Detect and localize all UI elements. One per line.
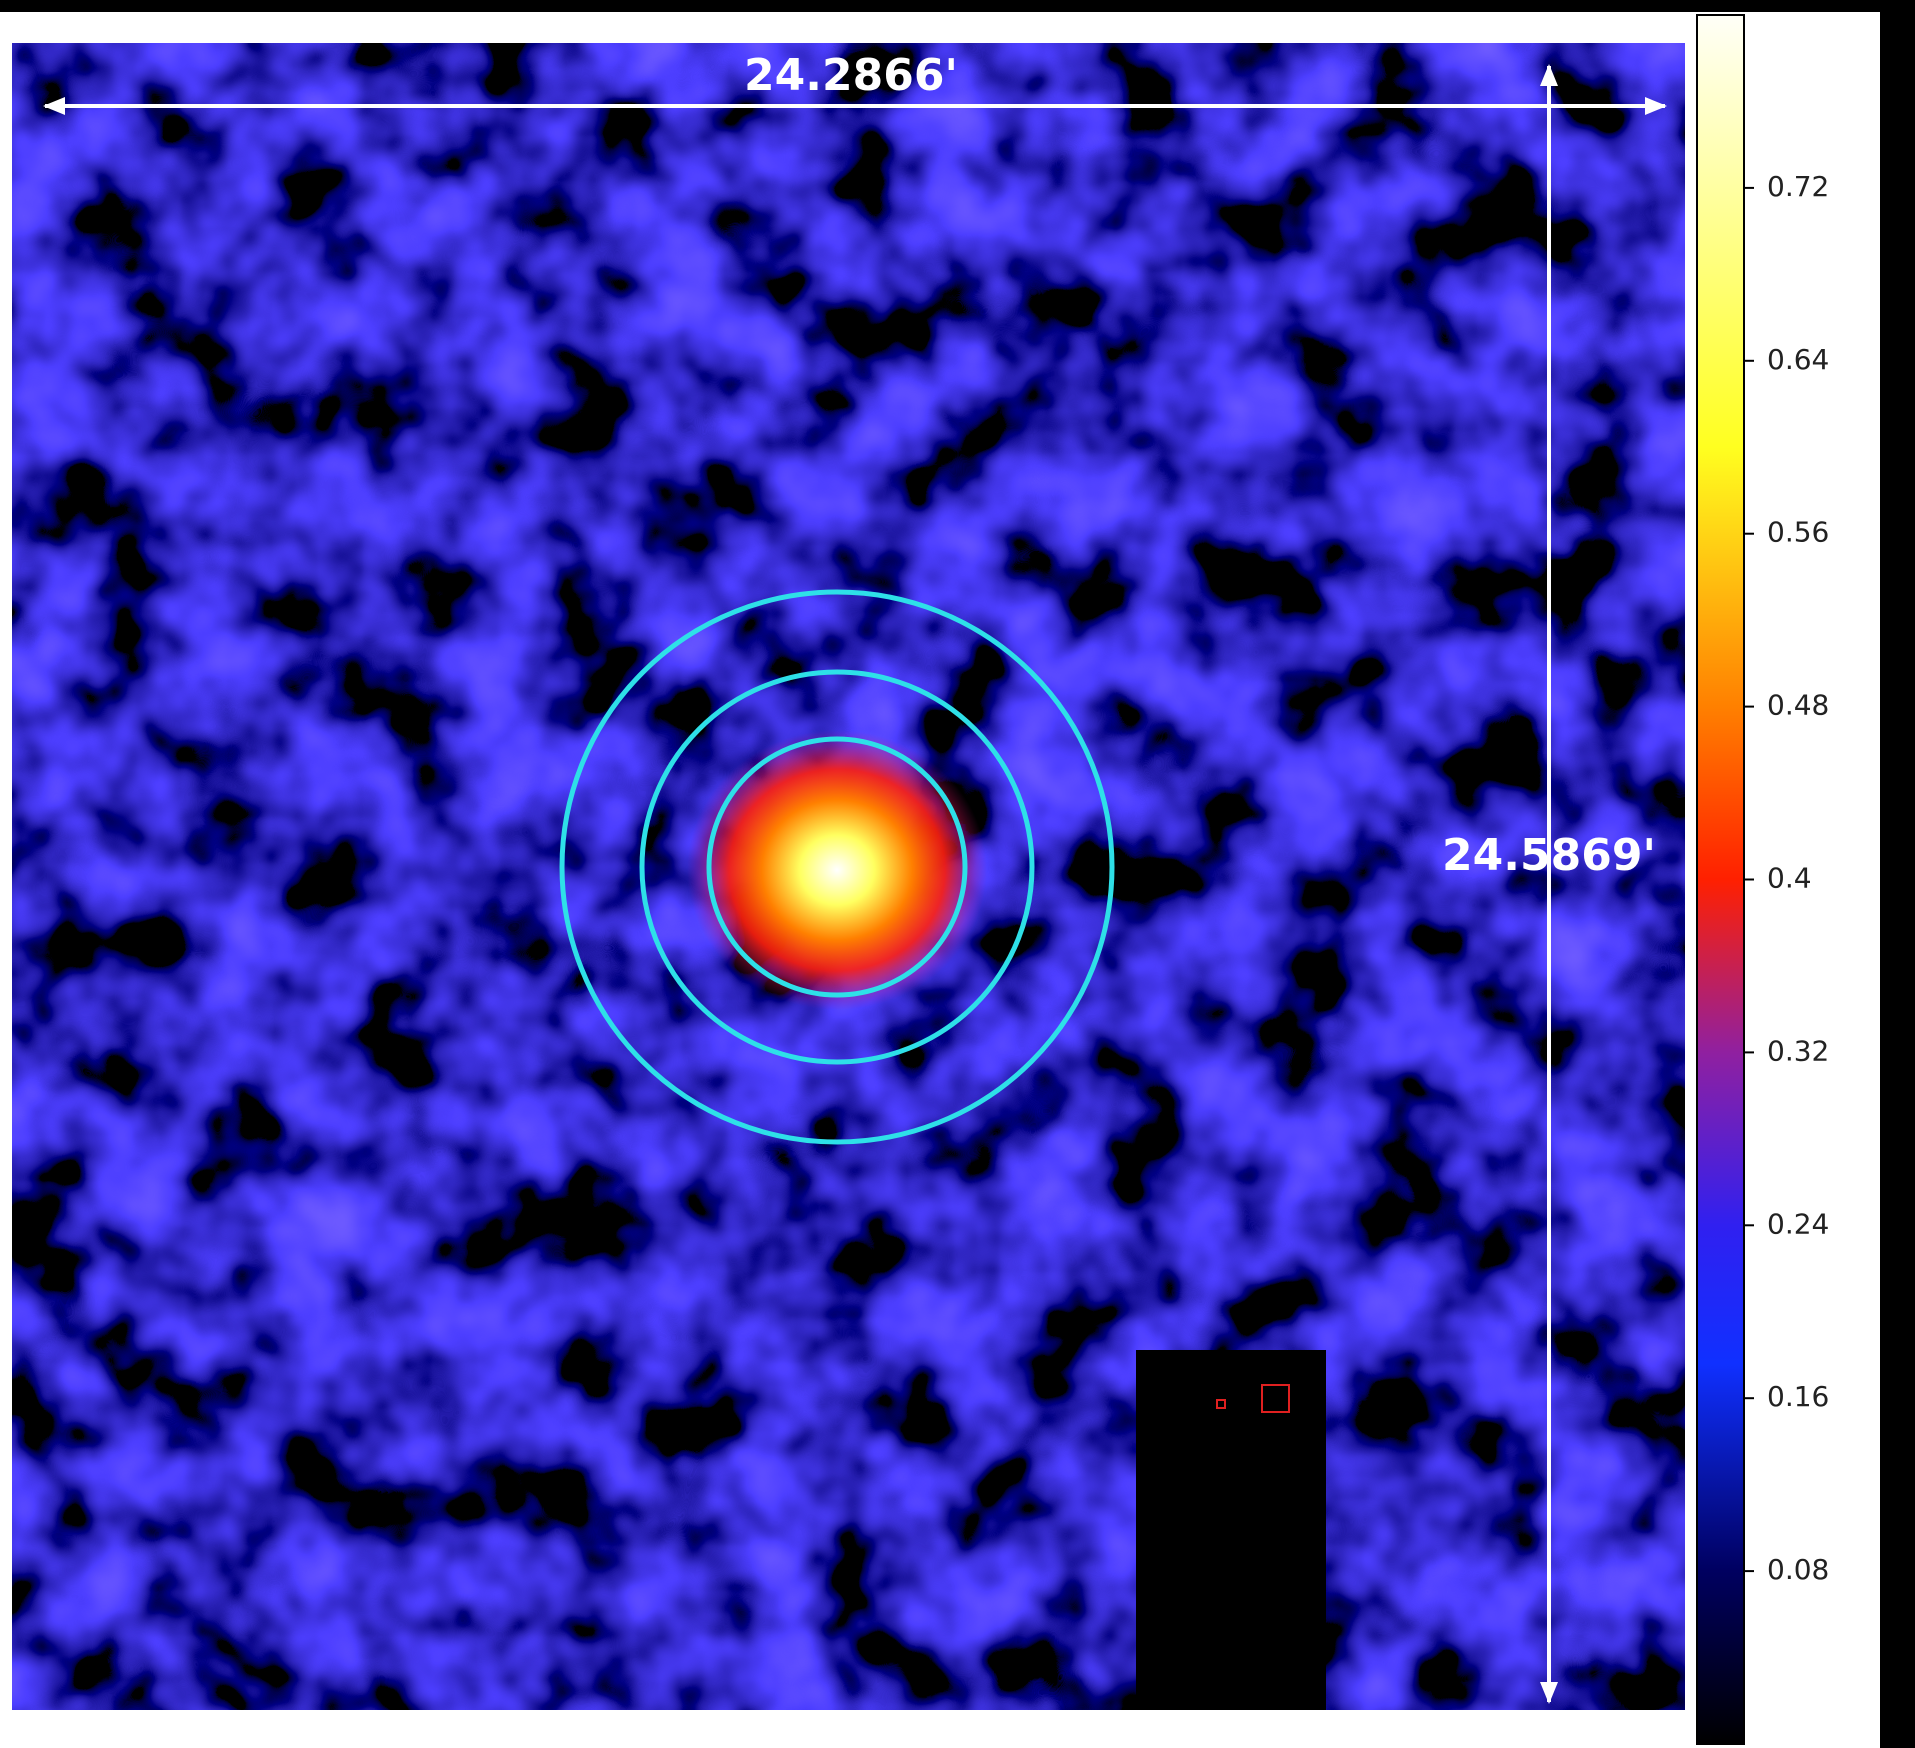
- height-label: 24.5869': [1442, 830, 1656, 881]
- masked-region: [1136, 1350, 1326, 1710]
- colorbar-tick-label: 0.16: [1767, 1380, 1829, 1413]
- colorbar: [1696, 14, 1745, 1745]
- colorbar-tick-label: 0.08: [1767, 1553, 1829, 1586]
- source-emission: [687, 730, 987, 1010]
- sky-image: 24.2866' 24.5869': [12, 43, 1685, 1710]
- inner-circle: [706, 736, 968, 998]
- colorbar-tick-label: 0.4: [1767, 862, 1812, 895]
- colorbar-tick-label: 0.56: [1767, 516, 1829, 549]
- outer-circle: [559, 589, 1115, 1145]
- middle-circle: [639, 669, 1035, 1065]
- width-label: 24.2866': [744, 50, 958, 101]
- colorbar-tick-label: 0.32: [1767, 1034, 1829, 1067]
- red-marker: [1216, 1399, 1226, 1409]
- colorbar-tick-label: 0.72: [1767, 170, 1829, 203]
- colorbar-tick-label: 0.24: [1767, 1207, 1829, 1240]
- red-marker: [1261, 1384, 1290, 1413]
- colorbar-tick-label: 0.64: [1767, 343, 1829, 376]
- colorbar-tick-label: 0.48: [1767, 689, 1829, 722]
